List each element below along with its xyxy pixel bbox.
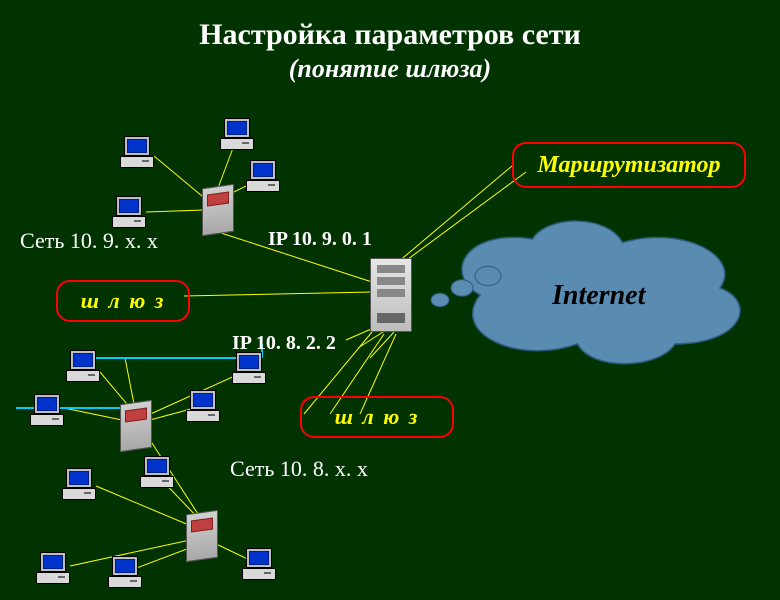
computer-icon [30, 394, 64, 428]
gateway-1-label: ш л ю з [81, 288, 166, 314]
computer-icon [220, 118, 254, 152]
computer-icon [112, 196, 146, 230]
server-icon [370, 258, 412, 332]
computer-icon [186, 390, 220, 424]
computer-icon [246, 160, 280, 194]
hub-icon [186, 510, 218, 562]
hub-icon [202, 184, 234, 236]
network-1-label: Сеть 10. 9. x. x [20, 228, 158, 254]
ip-address-1: IP 10. 9. 0. 1 [268, 228, 372, 251]
gateway-1-box: ш л ю з [56, 280, 190, 322]
computer-icon [62, 468, 96, 502]
cloud-bubble [431, 293, 449, 307]
computer-icon [66, 350, 100, 384]
computer-icon [120, 136, 154, 170]
router-label: Маршрутизатор [537, 152, 720, 179]
cloud-bubble [475, 266, 501, 286]
internet-label: Internet [552, 280, 645, 312]
computer-icon [232, 352, 266, 386]
gateway-2-box: ш л ю з [300, 396, 454, 438]
hub-icon [120, 400, 152, 452]
page-title: Настройка параметров сети [0, 18, 780, 52]
network-2-label: Сеть 10. 8. x. x [230, 456, 368, 482]
computer-icon [36, 552, 70, 586]
computer-icon [108, 556, 142, 590]
router-label-box: Маршрутизатор [512, 142, 746, 188]
computer-icon [242, 548, 276, 582]
cloud-bubble [451, 280, 473, 297]
computer-icon [140, 456, 174, 490]
page-subtitle: (понятие шлюза) [0, 54, 780, 84]
gateway-2-label: ш л ю з [335, 404, 420, 430]
